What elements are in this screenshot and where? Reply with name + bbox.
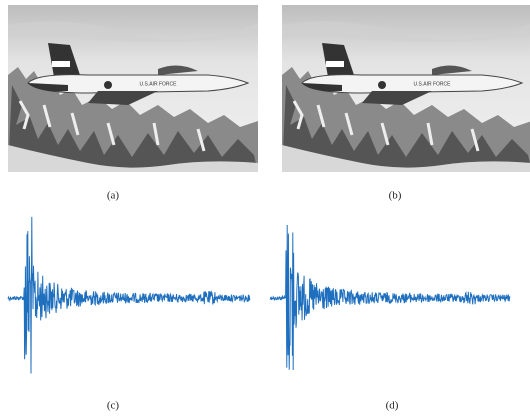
waveforms xyxy=(7,216,511,374)
label-b: (b) xyxy=(389,190,402,202)
label-c: (c) xyxy=(107,400,120,412)
image-b xyxy=(280,3,530,174)
waveform-c xyxy=(7,216,251,374)
label-a: (a) xyxy=(107,190,120,202)
waveform-d xyxy=(269,224,511,371)
image-a xyxy=(6,3,260,174)
label-d: (d) xyxy=(386,400,399,412)
